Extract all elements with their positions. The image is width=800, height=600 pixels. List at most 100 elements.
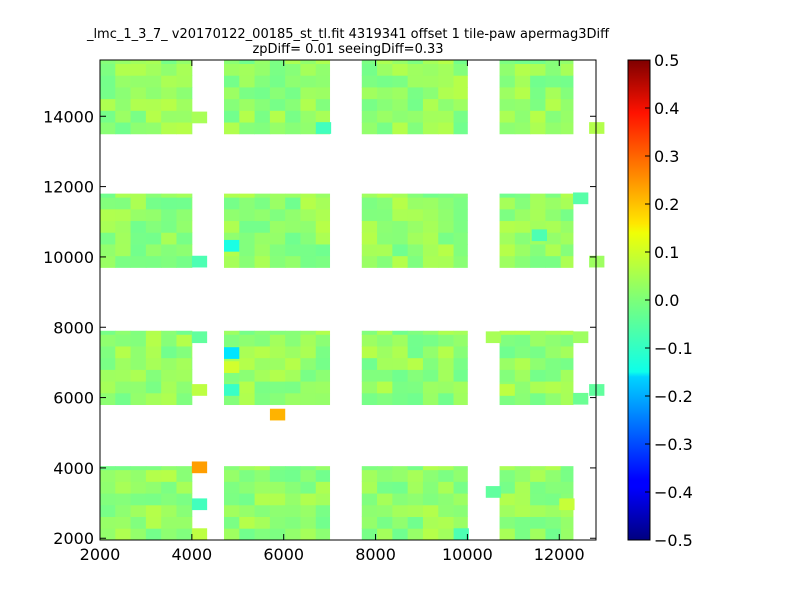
- heatmap-cell: [560, 381, 574, 394]
- heatmap-cell: [239, 466, 255, 471]
- heatmap-cell: [392, 197, 409, 210]
- heatmap-outlier-cell: [191, 331, 208, 344]
- heatmap-cell: [545, 516, 562, 529]
- heatmap-cell: [514, 493, 531, 506]
- heatmap-cell: [115, 330, 131, 335]
- heatmap-cell: [392, 516, 409, 529]
- heatmap-cell: [315, 220, 331, 233]
- heatmap-cell: [392, 369, 409, 382]
- heatmap-cell: [100, 244, 116, 257]
- heatmap-cell: [254, 220, 271, 233]
- heatmap-cell: [224, 469, 240, 482]
- heatmap-outlier-cell: [559, 498, 575, 511]
- heatmap-cell: [377, 87, 393, 100]
- heatmap-cell: [560, 330, 574, 335]
- heatmap-cell: [392, 208, 409, 222]
- heatmap-cell: [269, 392, 286, 406]
- heatmap-cell: [499, 369, 516, 382]
- heatmap-cell: [560, 98, 574, 111]
- heatmap-cell: [115, 466, 131, 471]
- heatmap-cell: [422, 346, 439, 359]
- heatmap-cell: [100, 208, 116, 222]
- heatmap-cell: [285, 346, 301, 359]
- heatmap-cell: [422, 122, 439, 135]
- heatmap-cell: [254, 208, 271, 222]
- heatmap-cell: [130, 208, 147, 222]
- heatmap-cell: [161, 481, 177, 494]
- heatmap-cell: [499, 193, 516, 198]
- heatmap-cell: [315, 232, 331, 245]
- heatmap-cell: [115, 87, 131, 100]
- heatmap-cell: [285, 516, 301, 529]
- heatmap-cell: [361, 528, 378, 541]
- heatmap-cell: [422, 60, 439, 64]
- heatmap-cell: [530, 504, 546, 517]
- heatmap-cell: [254, 504, 271, 517]
- heatmap-cell: [438, 122, 454, 135]
- heatmap-cell: [377, 466, 393, 471]
- heatmap-cell: [377, 369, 393, 382]
- heatmap-cell: [499, 528, 516, 541]
- heatmap-cell: [115, 481, 131, 494]
- heatmap-cell: [145, 516, 162, 529]
- heatmap-cell: [361, 63, 378, 76]
- heatmap-cell: [176, 493, 193, 506]
- heatmap-cell: [407, 466, 424, 471]
- heatmap-cell: [224, 193, 240, 198]
- heatmap-cell: [422, 208, 439, 222]
- heatmap-cell: [161, 75, 177, 88]
- heatmap-cell: [453, 334, 468, 347]
- heatmap-cell: [161, 493, 177, 506]
- y-tick-label: 6000: [53, 389, 94, 408]
- heatmap-cell: [407, 193, 424, 198]
- heatmap-cell: [392, 381, 409, 394]
- heatmap-cell: [438, 330, 454, 335]
- heatmap-cell: [453, 98, 468, 111]
- heatmap-cell: [438, 220, 454, 233]
- heatmap-cell: [514, 369, 531, 382]
- heatmap-cell: [438, 98, 454, 111]
- heatmap-cell: [176, 357, 193, 370]
- heatmap-cell: [438, 528, 454, 541]
- heatmap-cell: [361, 469, 378, 482]
- heatmap-cell: [315, 334, 331, 347]
- heatmap-cell: [438, 255, 454, 268]
- heatmap-cell: [545, 346, 562, 359]
- heatmap-cell: [392, 528, 409, 541]
- heatmap-cell: [560, 63, 574, 76]
- heatmap-cell: [145, 197, 162, 210]
- heatmap-cell: [115, 528, 131, 541]
- heatmap-cell: [115, 98, 131, 111]
- heatmap-cell: [315, 481, 331, 494]
- heatmap-cell: [176, 516, 193, 529]
- heatmap-cell: [545, 528, 562, 541]
- heatmap-cell: [499, 75, 516, 88]
- heatmap-cell: [315, 493, 331, 506]
- heatmap-cell: [100, 60, 116, 64]
- heatmap-cell: [176, 528, 193, 541]
- heatmap-cell: [530, 63, 546, 76]
- heatmap-cell: [361, 110, 378, 123]
- heatmap-cell: [130, 63, 147, 76]
- heatmap-cell: [300, 110, 317, 123]
- heatmap-cell: [254, 346, 271, 359]
- heatmap-outlier-cell: [573, 392, 589, 405]
- heatmap-cell: [422, 330, 439, 335]
- heatmap-cell: [392, 346, 409, 359]
- heatmap-cell: [514, 75, 531, 88]
- heatmap-outlier-cell: [191, 384, 208, 396]
- heatmap-cell: [407, 469, 424, 482]
- heatmap-cell: [407, 516, 424, 529]
- heatmap-cell: [407, 110, 424, 123]
- heatmap-cell: [145, 244, 162, 257]
- heatmap-cell: [161, 392, 177, 406]
- heatmap-cell: [514, 122, 531, 135]
- colorbar-tick-label: −0.4: [654, 483, 693, 502]
- heatmap-cell: [422, 481, 439, 494]
- heatmap-cell: [499, 357, 516, 370]
- heatmap-cell: [530, 528, 546, 541]
- heatmap-cell: [422, 466, 439, 471]
- heatmap-cell: [545, 381, 562, 394]
- heatmap-cell: [130, 392, 147, 406]
